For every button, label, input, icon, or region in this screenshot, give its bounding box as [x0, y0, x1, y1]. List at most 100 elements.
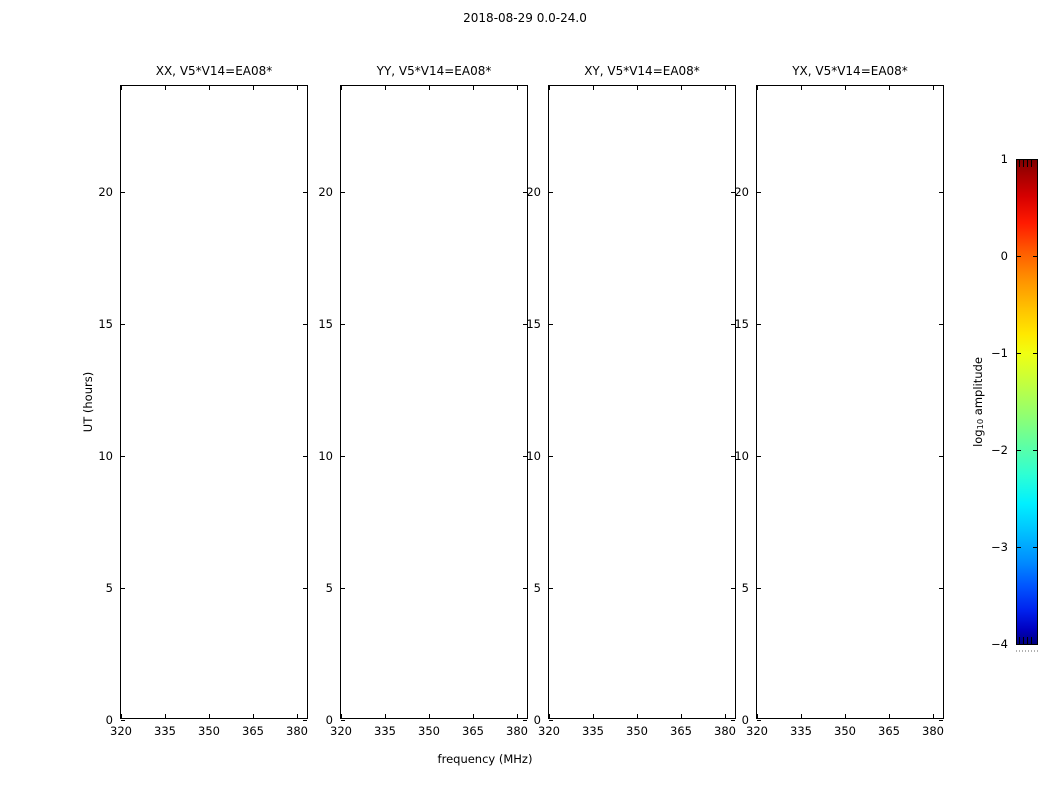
- xtick-mark: [933, 714, 934, 718]
- ytick-mark: [341, 324, 345, 325]
- xtick-label: 365: [462, 724, 484, 738]
- y-axis-label: UT (hours): [81, 371, 95, 433]
- xtick-label: 335: [582, 724, 604, 738]
- ytick-mark: [549, 588, 553, 589]
- ytick-mark: [121, 720, 125, 721]
- xtick-mark-top: [681, 86, 682, 90]
- plot-panel-yy[interactable]: YY, V5*V14=EA08* 320 335 350 365 380 0 5…: [318, 64, 528, 738]
- ytick-mark: [549, 324, 553, 325]
- ytick-mark: [121, 324, 125, 325]
- xtick-mark-top: [757, 86, 758, 90]
- ytick-mark: [757, 720, 761, 721]
- ytick-mark: [757, 324, 761, 325]
- xtick-label: 320: [746, 724, 768, 738]
- xtick-mark: [681, 714, 682, 718]
- xtick-mark: [121, 714, 122, 718]
- ytick-label: 0: [533, 713, 541, 727]
- colorbar-tick: [1033, 256, 1037, 257]
- ytick-mark: [121, 192, 125, 193]
- ytick-mark: [757, 192, 761, 193]
- ytick-mark-right: [939, 720, 943, 721]
- ytick-mark: [121, 456, 125, 457]
- panel-title-xy: XY, V5*V14=EA08*: [584, 64, 700, 78]
- colorbar-minor-tick: [1019, 637, 1020, 644]
- colorbar-tick-label: 1: [1000, 152, 1008, 166]
- xtick-label: 380: [922, 724, 944, 738]
- panel-title-yx: YX, V5*V14=EA08*: [792, 64, 908, 78]
- colorbar-tick: [1017, 159, 1021, 160]
- colorbar-tick: [1017, 547, 1021, 548]
- xtick-mark: [253, 714, 254, 718]
- xtick-mark: [209, 714, 210, 718]
- xtick-label: 365: [242, 724, 264, 738]
- xtick-mark-top: [593, 86, 594, 90]
- xtick-mark: [801, 714, 802, 718]
- ytick-mark: [341, 192, 345, 193]
- colorbar-underline: [1016, 650, 1038, 652]
- xtick-mark-top: [801, 86, 802, 90]
- ytick-mark: [757, 456, 761, 457]
- ytick-label: 20: [526, 185, 541, 199]
- ytick-mark-right: [523, 192, 527, 193]
- xtick-mark-top: [429, 86, 430, 90]
- colorbar-tick: [1033, 644, 1037, 645]
- plot-panel-xy[interactable]: XY, V5*V14=EA08* 320 335 350 365 380 0 5…: [526, 64, 736, 738]
- xtick-mark: [297, 714, 298, 718]
- xtick-mark: [889, 714, 890, 718]
- ytick-mark: [549, 192, 553, 193]
- ytick-mark-right: [731, 456, 735, 457]
- colorbar-minor-tick: [1027, 160, 1028, 167]
- xtick-label: 350: [834, 724, 856, 738]
- xtick-mark-top: [889, 86, 890, 90]
- ytick-label: 15: [526, 317, 541, 331]
- xtick-label: 335: [374, 724, 396, 738]
- xtick-label: 350: [626, 724, 648, 738]
- xtick-mark-top: [121, 86, 122, 90]
- colorbar-tick: [1017, 644, 1021, 645]
- xtick-mark-top: [473, 86, 474, 90]
- xtick-mark-top: [637, 86, 638, 90]
- colorbar-gradient: [1016, 159, 1038, 645]
- ytick-mark-right: [731, 192, 735, 193]
- panel-title-yy: YY, V5*V14=EA08*: [376, 64, 492, 78]
- ytick-mark-right: [731, 588, 735, 589]
- ytick-mark-right: [523, 324, 527, 325]
- x-axis-label: frequency (MHz): [437, 752, 533, 766]
- xtick-label: 380: [506, 724, 528, 738]
- plot-panel-yx[interactable]: YX, V5*V14=EA08* 320 335 350 365 380 0 5…: [734, 64, 944, 738]
- xtick-label: 320: [330, 724, 352, 738]
- ytick-label: 10: [318, 449, 333, 463]
- xtick-mark-top: [253, 86, 254, 90]
- ytick-mark-right: [303, 720, 307, 721]
- ytick-label: 10: [734, 449, 749, 463]
- ytick-label: 20: [734, 185, 749, 199]
- xtick-mark: [845, 714, 846, 718]
- colorbar-axis-label: log10 amplitude: [970, 357, 986, 447]
- xtick-mark: [593, 714, 594, 718]
- colorbar[interactable]: 1 0 −1 −2 −3 −4: [991, 152, 1038, 651]
- ytick-mark: [341, 720, 345, 721]
- ytick-mark-right: [939, 192, 943, 193]
- ytick-mark: [341, 456, 345, 457]
- ytick-mark: [757, 588, 761, 589]
- ytick-mark-right: [303, 588, 307, 589]
- ytick-mark-right: [939, 324, 943, 325]
- ytick-label: 5: [105, 581, 113, 595]
- xtick-label: 365: [670, 724, 692, 738]
- plot-panel-xx[interactable]: XX, V5*V14=EA08* 320 335 350 365 380 0 5…: [98, 64, 308, 738]
- colorbar-minor-tick: [1031, 637, 1032, 644]
- xtick-mark: [517, 714, 518, 718]
- xtick-mark-top: [385, 86, 386, 90]
- xtick-mark: [725, 714, 726, 718]
- ytick-mark-right: [303, 324, 307, 325]
- colorbar-tick: [1033, 450, 1037, 451]
- xtick-mark: [473, 714, 474, 718]
- colorbar-tick-label: −1: [991, 346, 1008, 360]
- colorbar-minor-tick: [1023, 637, 1024, 644]
- xtick-mark-top: [297, 86, 298, 90]
- ytick-label: 15: [98, 317, 113, 331]
- xtick-mark: [429, 714, 430, 718]
- ytick-mark-right: [523, 588, 527, 589]
- xtick-mark-top: [845, 86, 846, 90]
- ytick-label: 15: [318, 317, 333, 331]
